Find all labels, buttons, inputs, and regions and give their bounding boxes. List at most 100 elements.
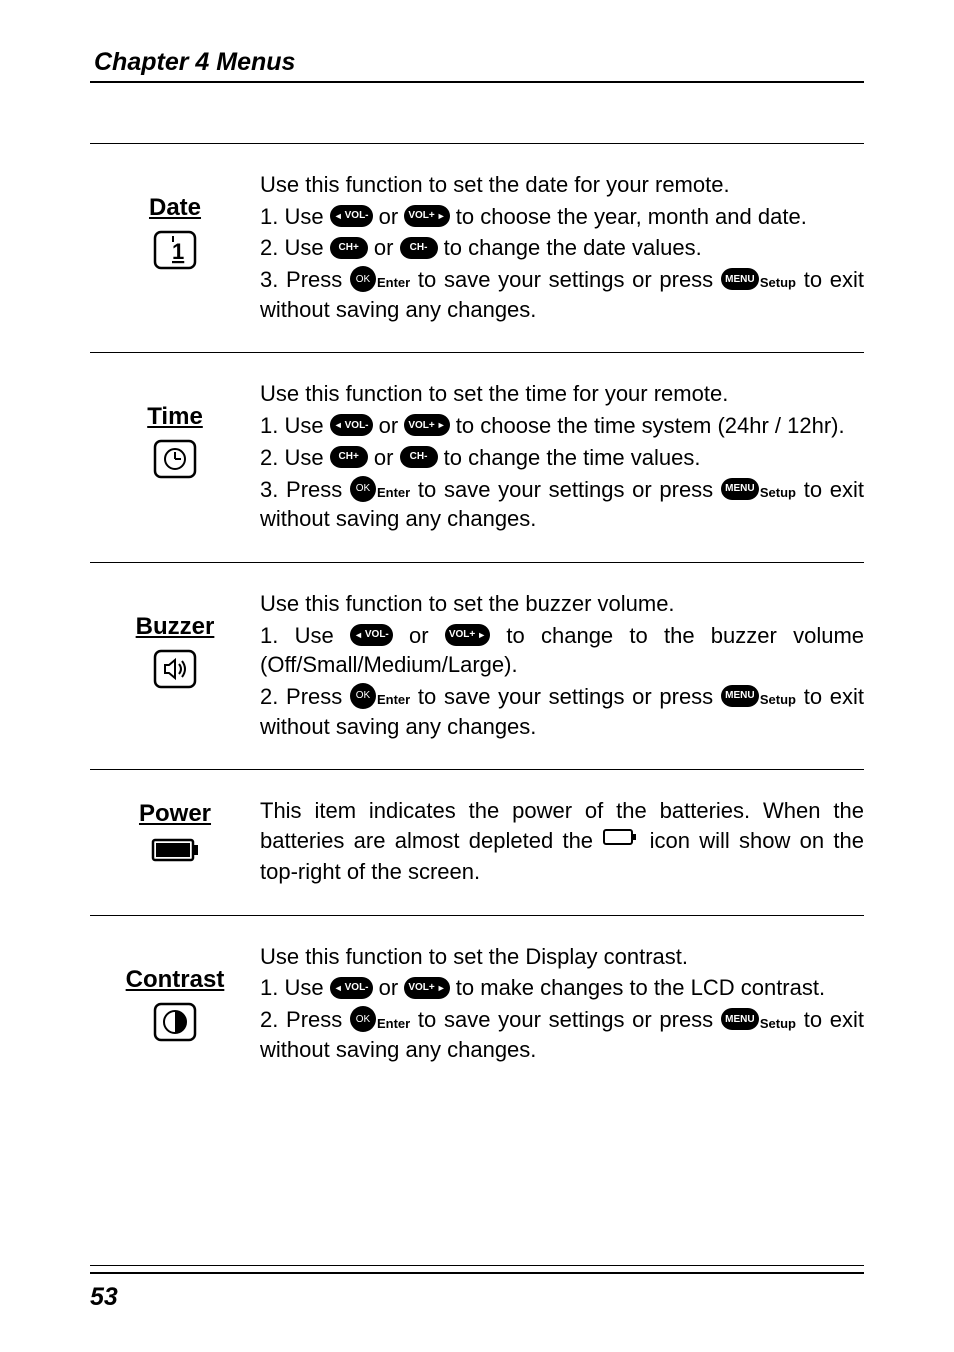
step-3: 3. Press OKEnter to save your settings o… [260, 475, 864, 534]
vol-minus-button-icon: VOL- [330, 414, 373, 436]
contrast-icon [151, 1000, 199, 1049]
setup-label: Setup [760, 275, 796, 290]
section-body: Use this function to set the date for yo… [260, 170, 864, 326]
section-label: Time [90, 403, 260, 431]
text: to choose the year, month and date. [456, 204, 807, 229]
ch-minus-button-icon: CH- [400, 446, 438, 468]
section-left: Contrast [90, 942, 260, 1067]
text: or [374, 235, 400, 260]
enter-label: Enter [377, 692, 410, 707]
time-icon [151, 437, 199, 486]
text: to save your settings or press [418, 1007, 721, 1032]
text: 1. Use [260, 204, 330, 229]
menu-button-icon: MENU [721, 1008, 759, 1030]
ok-button-icon: OK [350, 683, 376, 709]
intro-text: Use this function to set the time for yo… [260, 379, 864, 409]
section-body: Use this function to set the time for yo… [260, 379, 864, 535]
text: to save your settings or press [418, 684, 721, 709]
text: 1. Use [260, 975, 330, 1000]
text: to save your settings or press [418, 267, 721, 292]
section-body: Use this function to set the buzzer volu… [260, 589, 864, 743]
enter-label: Enter [377, 1016, 410, 1031]
text: 2. Use [260, 235, 330, 260]
menu-button-icon: MENU [721, 268, 759, 290]
text: or [379, 204, 405, 229]
text: to save your settings or press [418, 477, 721, 502]
step-2: 2. Use CH+ or CH- to change the date val… [260, 233, 864, 263]
enter-label: Enter [377, 275, 410, 290]
svg-text:1: 1 [172, 239, 184, 264]
section-power: Power This item indicates the power of t… [90, 769, 864, 914]
text: to change the time values. [444, 445, 701, 470]
text: or [379, 975, 405, 1000]
title-divider [90, 81, 864, 83]
text: 1. Use [260, 413, 330, 438]
section-label: Buzzer [90, 613, 260, 641]
section-body: This item indicates the power of the bat… [260, 796, 864, 888]
page-number: 53 [90, 1283, 118, 1312]
step-3: 3. Press OKEnter to save your settings o… [260, 265, 864, 324]
ch-minus-button-icon: CH- [400, 237, 438, 259]
chapter-title: Chapter 4 Menus [90, 48, 864, 77]
section-body: Use this function to set the Display con… [260, 942, 864, 1067]
date-icon: 1 [151, 228, 199, 277]
section-left: Date 1 [90, 170, 260, 326]
vol-plus-button-icon: VOL+ [404, 977, 449, 999]
section-label: Power [90, 800, 260, 828]
ch-plus-button-icon: CH+ [330, 237, 368, 259]
text: to choose the time system (24hr / 12hr). [456, 413, 845, 438]
step-1: 1. Use VOL- or VOL+ to choose the year, … [260, 202, 864, 232]
vol-minus-button-icon: VOL- [350, 624, 393, 646]
text: to make changes to the LCD contrast. [456, 975, 825, 1000]
document-page: Chapter 4 Menus Date 1 Use this function… [0, 0, 954, 1352]
text: or [409, 623, 445, 648]
ok-button-icon: OK [350, 476, 376, 502]
step-1: 1. Use VOL- or VOL+ to choose the time s… [260, 411, 864, 441]
ok-button-icon: OK [350, 266, 376, 292]
text: 2. Press [260, 684, 350, 709]
step-2: 2. Press OKEnter to save your settings o… [260, 682, 864, 741]
step-1: 1. Use VOL- or VOL+ to change to the buz… [260, 621, 864, 680]
text: 3. Press [260, 267, 350, 292]
intro-text: Use this function to set the Display con… [260, 942, 864, 972]
vol-plus-button-icon: VOL+ [404, 205, 449, 227]
buzzer-icon [151, 647, 199, 696]
text: 3. Press [260, 477, 350, 502]
text: to change the date values. [444, 235, 702, 260]
vol-plus-button-icon: VOL+ [404, 414, 449, 436]
setup-label: Setup [760, 692, 796, 707]
text: 2. Use [260, 445, 330, 470]
vol-plus-button-icon: VOL+ [445, 624, 490, 646]
power-text: This item indicates the power of the bat… [260, 796, 864, 886]
section-left: Buzzer [90, 589, 260, 743]
section-date: Date 1 Use this function to set the date… [90, 143, 864, 352]
text: or [379, 413, 405, 438]
menu-button-icon: MENU [721, 685, 759, 707]
vol-minus-button-icon: VOL- [330, 205, 373, 227]
intro-text: Use this function to set the date for yo… [260, 170, 864, 200]
vol-minus-button-icon: VOL- [330, 977, 373, 999]
menu-button-icon: MENU [721, 478, 759, 500]
ch-plus-button-icon: CH+ [330, 446, 368, 468]
text: or [374, 445, 400, 470]
footer-divider [90, 1272, 864, 1274]
setup-label: Setup [760, 485, 796, 500]
power-icon [147, 834, 203, 871]
footer-thin-divider [90, 1265, 864, 1266]
section-label: Contrast [90, 966, 260, 994]
step-2: 2. Press OKEnter to save your settings o… [260, 1005, 864, 1064]
step-2: 2. Use CH+ or CH- to change the time val… [260, 443, 864, 473]
enter-label: Enter [377, 485, 410, 500]
battery-low-icon [602, 825, 640, 855]
section-time: Time Use this function to set the time f… [90, 352, 864, 561]
step-1: 1. Use VOL- or VOL+ to make changes to t… [260, 973, 864, 1003]
ok-button-icon: OK [350, 1006, 376, 1032]
section-left: Time [90, 379, 260, 535]
text: 1. Use [260, 623, 350, 648]
intro-text: Use this function to set the buzzer volu… [260, 589, 864, 619]
section-contrast: Contrast Use this function to set the Di… [90, 915, 864, 1093]
section-buzzer: Buzzer Use this function to set the buzz… [90, 562, 864, 769]
setup-label: Setup [760, 1016, 796, 1031]
section-label: Date [90, 194, 260, 222]
text: 2. Press [260, 1007, 350, 1032]
